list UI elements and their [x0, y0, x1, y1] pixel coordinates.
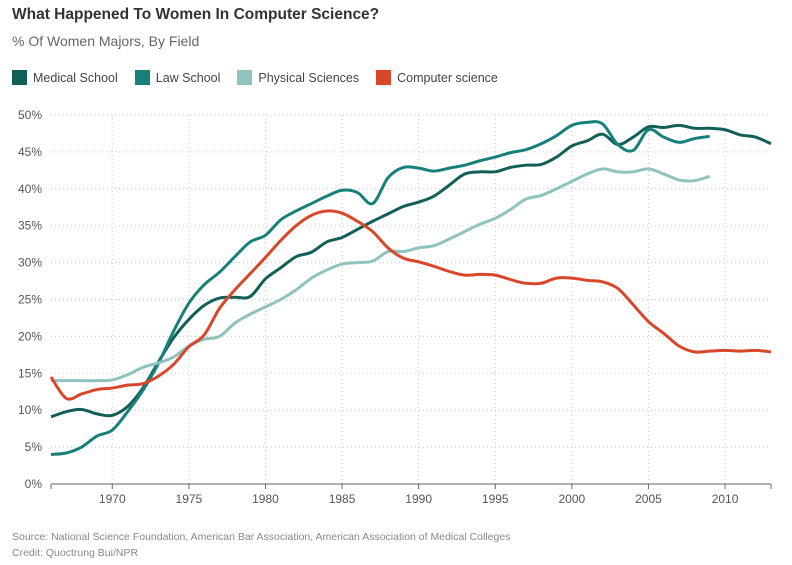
y-tick-label: 20%: [18, 329, 42, 343]
legend-item: Medical School: [12, 70, 118, 85]
y-tick-label: 40%: [18, 182, 42, 196]
credit-note: Credit: Quoctrung Bui/NPR: [12, 547, 139, 559]
x-tick-label: 1975: [176, 492, 203, 506]
chart-subtitle: % Of Women Majors, By Field: [12, 33, 200, 49]
x-tick-label: 1995: [482, 492, 509, 506]
legend-item: Computer science: [376, 70, 498, 85]
x-tick-label: 1990: [405, 492, 432, 506]
legend-label: Medical School: [33, 70, 118, 85]
y-tick-label: 50%: [18, 108, 42, 122]
legend-item: Physical Sciences: [237, 70, 359, 85]
legend-label: Computer science: [397, 70, 498, 85]
source-note: Source: National Science Foundation, Ame…: [12, 531, 511, 543]
legend-swatch: [237, 70, 253, 85]
legend-item: Law School: [134, 70, 221, 85]
y-tick-label: 10%: [18, 403, 42, 417]
series-line-computer-science: [49, 209, 772, 401]
series-line-medical-school: [50, 123, 772, 419]
y-tick-label: 35%: [18, 219, 42, 233]
y-tick-label: 45%: [18, 145, 42, 159]
y-tick-label: 30%: [18, 256, 42, 270]
legend-swatch: [134, 70, 150, 85]
x-tick-label: 2010: [712, 492, 739, 506]
x-tick-label: 2005: [635, 492, 662, 506]
legend: Medical School Law School Physical Science…: [12, 70, 515, 85]
x-tick-label: 1980: [252, 492, 279, 506]
chart-title: What Happened To Women In Computer Scien…: [12, 6, 380, 23]
legend-label: Physical Sciences: [258, 70, 360, 85]
legend-label: Law School: [155, 70, 221, 85]
series-line-physical-sciences: [51, 167, 711, 383]
y-tick-label: 0%: [25, 477, 43, 491]
y-tick-label: 25%: [18, 293, 42, 307]
y-tick-label: 5%: [25, 440, 43, 454]
x-tick-label: 2000: [558, 492, 585, 506]
x-tick-label: 1985: [329, 492, 356, 506]
legend-swatch: [12, 70, 27, 85]
legend-swatch: [376, 70, 392, 85]
y-tick-label: 15%: [18, 366, 42, 380]
x-tick-label: 1970: [99, 492, 126, 506]
